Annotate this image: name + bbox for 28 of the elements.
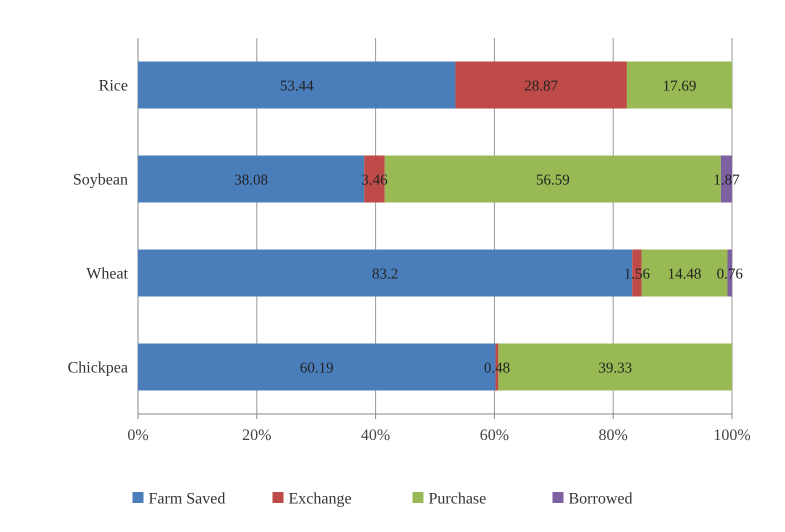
data-label: 28.87 [524,78,559,94]
data-label: 0.76 [716,266,744,282]
bar [626,62,732,108]
data-label: 53.44 [280,78,314,94]
data-label: 39.33 [598,360,632,376]
x-tick-label: 60% [480,427,510,444]
bar [455,62,627,108]
y-tick-label: Soybean [72,172,128,189]
x-tick-label: 100% [713,427,751,444]
y-tick-label: Chickpea [68,360,128,377]
y-tick-label: Wheat [86,266,129,283]
x-tick-label: 0% [127,427,149,444]
data-label: 14.48 [668,266,702,282]
y-tick-label: Rice [98,78,128,95]
data-label: 83.2 [372,266,398,282]
data-label: 1.87 [713,172,740,188]
x-tick-label: 20% [242,427,272,444]
data-label: 17.69 [662,78,696,94]
x-tick-label: 40% [360,427,390,444]
data-label: 60.19 [300,360,334,376]
legend-label: Exchange [288,490,352,508]
data-label: 38.08 [234,172,268,188]
bar [138,62,456,108]
data-label: 56.59 [536,172,570,188]
legend-label: Purchase [428,490,486,508]
legend-label: Borrowed [568,490,632,508]
legend-label: Farm Saved [148,490,226,508]
x-tick-label: 80% [598,427,628,444]
